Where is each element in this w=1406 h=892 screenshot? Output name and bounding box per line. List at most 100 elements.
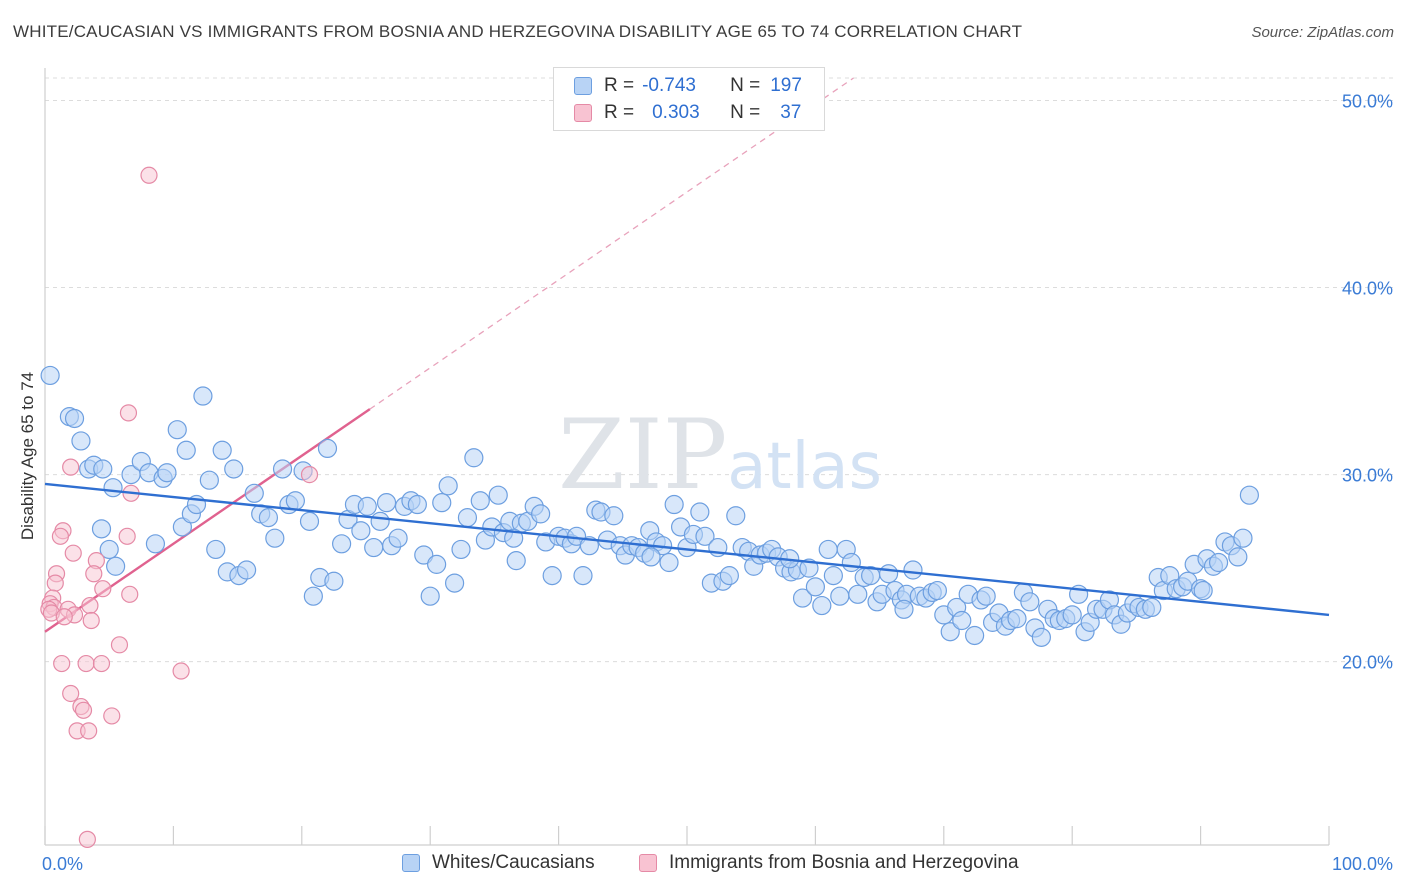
blue-point <box>272 459 293 479</box>
blue-point <box>506 551 526 571</box>
pink-point <box>103 707 121 725</box>
pink-point <box>80 722 98 740</box>
x-tick-label: 100.0% <box>1332 854 1393 874</box>
blue-point <box>1239 485 1259 505</box>
pink-point <box>140 166 158 184</box>
pink-point <box>110 636 129 654</box>
blue-point <box>324 571 344 591</box>
blue-point <box>351 521 371 541</box>
pink-point <box>92 654 111 673</box>
blue-point <box>93 459 113 479</box>
blue-point <box>167 420 187 440</box>
blue-point <box>71 431 91 451</box>
blue-point <box>878 564 899 584</box>
blue-point <box>157 463 177 483</box>
pink-points-group <box>40 166 319 848</box>
pink-point <box>53 654 71 673</box>
blue-point <box>531 504 551 524</box>
blue-point <box>818 539 838 560</box>
blue-point <box>212 440 232 460</box>
pink-trend-extension <box>369 77 854 410</box>
blue-point <box>236 560 257 580</box>
pink-point <box>121 585 139 603</box>
blue-point <box>299 511 320 531</box>
pink-point <box>94 580 112 598</box>
series-legend-pink: Immigrants from Bosnia and Herzegovina <box>639 852 1019 874</box>
blue-point <box>488 485 508 505</box>
pink-point <box>172 662 190 680</box>
blue-point <box>388 528 408 548</box>
blue-point <box>193 386 213 406</box>
blue-point <box>464 448 484 468</box>
blue-point <box>659 552 679 573</box>
blue-point <box>364 537 384 558</box>
blue-point <box>1228 547 1248 567</box>
blue-point <box>332 534 352 554</box>
blue-point <box>1142 597 1162 618</box>
blue-point <box>172 517 192 537</box>
y-tick-label: 20.0% <box>1342 653 1393 673</box>
legend-n-value: 197 <box>770 75 802 96</box>
chart-title: WHITE/CAUCASIAN VS IMMIGRANTS FROM BOSNI… <box>13 22 1023 41</box>
legend-r-value: 0.303 <box>652 102 700 123</box>
series-legend-blue: Whites/Caucasians <box>402 852 595 874</box>
pink-point <box>85 565 103 583</box>
blue-point <box>303 586 323 606</box>
blue-point <box>432 493 452 513</box>
pink-point <box>51 527 70 545</box>
blue-point <box>976 586 996 606</box>
axes <box>44 68 1330 846</box>
blue-point <box>965 625 985 646</box>
pink-trend-group <box>44 77 854 633</box>
blue-point <box>103 478 123 498</box>
blue-point <box>414 545 434 565</box>
blue-trend-line <box>44 482 1330 617</box>
blue-point <box>579 536 600 556</box>
legend-n-label: N = <box>730 102 761 123</box>
blue-points-group <box>40 365 1259 647</box>
pink-point <box>118 527 136 545</box>
pink-point <box>81 596 99 615</box>
blue-point <box>376 493 397 513</box>
blue-point <box>206 539 226 560</box>
blue-point <box>99 539 119 560</box>
blue-point <box>444 573 465 593</box>
series-legend-label: Whites/Caucasians <box>432 852 595 873</box>
pink-point <box>46 574 64 592</box>
y-tick-label: 30.0% <box>1342 466 1393 486</box>
pink-point <box>55 608 73 626</box>
pink-point <box>64 544 82 562</box>
blue-point <box>894 599 914 619</box>
blue-point <box>719 566 739 586</box>
blue-point <box>451 539 471 560</box>
blue-point <box>1062 605 1082 625</box>
blue-point <box>106 556 126 576</box>
blue-point <box>799 558 819 578</box>
pink-swatch <box>639 854 657 872</box>
blue-point <box>370 511 390 531</box>
blue-point <box>903 560 923 580</box>
blue-point <box>1031 627 1051 647</box>
pink-point <box>82 611 100 630</box>
blue-point <box>407 494 427 515</box>
blue-point <box>199 470 219 490</box>
blue-swatch <box>574 77 592 95</box>
blue-point <box>812 595 832 616</box>
blue-point <box>542 566 562 586</box>
pink-point <box>77 654 95 673</box>
legend-n-value: 37 <box>780 102 802 123</box>
blue-point <box>357 496 377 516</box>
legend-row-pink: R = 0.303 N = 37 <box>554 100 801 126</box>
blue-point <box>285 491 305 511</box>
blue-point <box>641 547 661 567</box>
y-tick-label: 50.0% <box>1342 91 1393 111</box>
blue-point <box>823 566 843 586</box>
blue-point <box>695 526 715 546</box>
blue-point <box>690 502 710 522</box>
blue-point <box>830 586 850 606</box>
tick-labels: 20.0% 30.0% 40.0% 50.0% 0.0% 100.0% <box>42 91 1393 874</box>
blue-point <box>1208 552 1229 573</box>
correlation-legend: R = -0.743 N = 197 R = 0.303 N = 37 <box>553 67 825 131</box>
blue-point <box>40 365 60 386</box>
blue-point <box>848 584 868 604</box>
